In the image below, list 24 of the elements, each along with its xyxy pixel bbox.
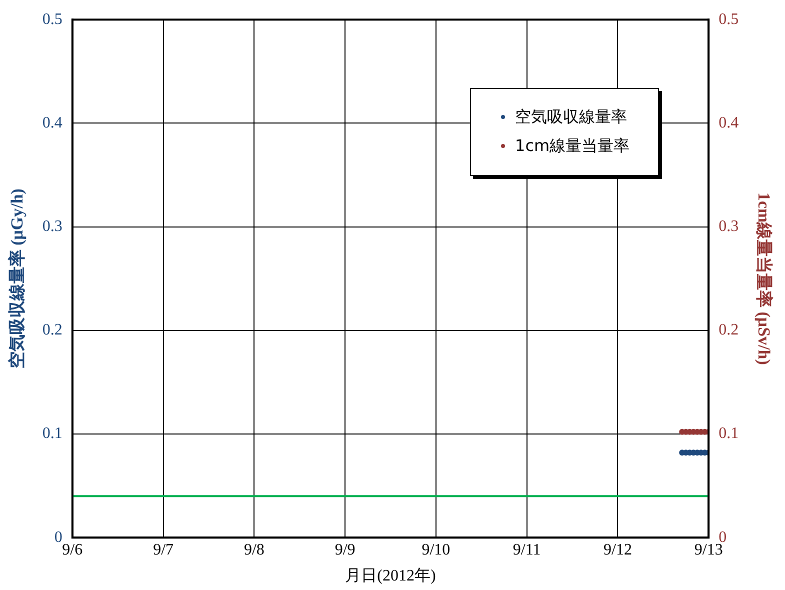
y2-tick-label: 0.2 bbox=[718, 322, 739, 339]
y-tick-label: 0.1 bbox=[42, 425, 62, 442]
y2-tick-label: 0.5 bbox=[718, 10, 739, 28]
x-tick-label: 9/6 bbox=[62, 541, 83, 558]
y-tick-label: 0.5 bbox=[42, 10, 62, 28]
y2-tick-label: 0.4 bbox=[718, 114, 739, 132]
y-tick-label: 0 bbox=[54, 528, 62, 546]
x-axis-title: 月日(2012年) bbox=[345, 568, 436, 585]
y-tick-label: 0.2 bbox=[42, 322, 62, 339]
y-tick-label: 0.4 bbox=[42, 114, 62, 132]
x-tick-label: 9/8 bbox=[244, 541, 264, 558]
x-tick-label: 9/12 bbox=[603, 541, 632, 558]
x-tick-label: 9/7 bbox=[153, 541, 174, 558]
legend-label: 1cm線量当量率 bbox=[515, 136, 630, 155]
x-tick-label: 9/9 bbox=[334, 541, 356, 558]
y2-axis-title: 1cm線量当量率 (μSv/h) bbox=[754, 192, 774, 365]
x-tick-label: 9/10 bbox=[422, 541, 450, 558]
y-tick-label: 0.3 bbox=[42, 218, 62, 236]
legend-label: 空気吸収線量率 bbox=[515, 106, 628, 126]
x-tick-label: 9/11 bbox=[512, 541, 541, 558]
y-axis-title: 空気吸収線量率 (μGy/h) bbox=[8, 188, 27, 369]
y2-tick-label: 0.1 bbox=[718, 425, 739, 442]
y2-tick-label: 0.3 bbox=[718, 218, 739, 236]
x-tick-label: 9/13 bbox=[694, 541, 723, 558]
